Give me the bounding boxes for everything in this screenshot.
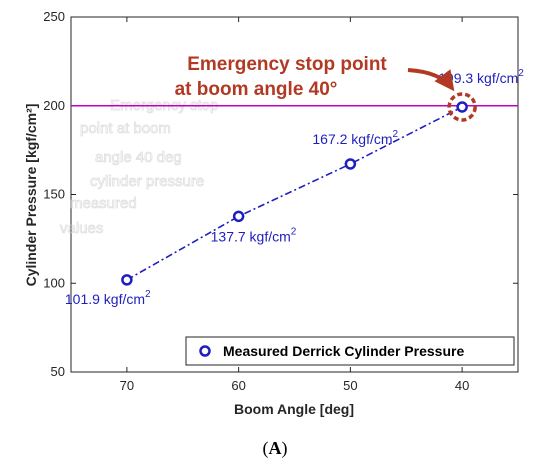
data-point bbox=[456, 101, 468, 113]
svg-text:angle 40 deg: angle 40 deg bbox=[95, 149, 182, 166]
svg-text:measured: measured bbox=[70, 195, 137, 212]
legend-box bbox=[185, 336, 515, 366]
x-tick-label: 50 bbox=[343, 378, 357, 393]
legend: Measured Derrick Cylinder Pressure bbox=[185, 336, 515, 366]
highlight-circle bbox=[447, 92, 477, 122]
annotation-arrow bbox=[407, 68, 455, 92]
annotation-line-1: Emergency stop point bbox=[187, 54, 387, 75]
x-tick-label: 70 bbox=[120, 378, 134, 393]
y-tick-label: 100 bbox=[43, 275, 65, 290]
data-labels: 101.9 kgf/cm2 137.7 kgf/cm2 167.2 kgf/cm2 1… bbox=[65, 68, 524, 307]
data-point bbox=[121, 274, 133, 286]
y-tick-label: 200 bbox=[43, 98, 65, 113]
data-point bbox=[344, 158, 357, 170]
x-tick-label: 60 bbox=[231, 378, 245, 393]
data-point bbox=[232, 210, 245, 223]
svg-text:point at boom: point at boom bbox=[80, 120, 171, 137]
panel-label: (A) bbox=[262, 438, 288, 458]
data-label: 199.3 kgf/cm2 bbox=[438, 68, 524, 86]
chart: Emergency stop point at boom angle 40 de… bbox=[23, 9, 524, 417]
axis-ticks: 70 60 50 40 50 100 150 200 250 bbox=[43, 9, 518, 393]
data-label: 167.2 kgf/cm2 bbox=[312, 129, 398, 147]
y-tick-label: 50 bbox=[51, 364, 65, 379]
annotation: Emergency stop point at boom angle 40° bbox=[175, 54, 477, 122]
data-label: 101.9 kgf/cm2 bbox=[65, 289, 151, 307]
data-label: 137.7 kgf/cm2 bbox=[211, 226, 297, 244]
series-line bbox=[126, 106, 463, 281]
y-tick-label: 150 bbox=[43, 187, 65, 202]
series-layer bbox=[121, 101, 468, 286]
legend-label: Measured Derrick Cylinder Pressure bbox=[223, 343, 464, 359]
panel-letter: A bbox=[268, 438, 282, 458]
x-axis-label: Boom Angle [deg] bbox=[234, 401, 354, 417]
y-axis-label: Cylinder Pressure [kgf/cm²] bbox=[23, 104, 39, 287]
svg-text:cylinder pressure: cylinder pressure bbox=[90, 173, 204, 190]
svg-text:values: values bbox=[60, 220, 103, 237]
legend-marker bbox=[199, 345, 211, 357]
annotation-line-2: at boom angle 40° bbox=[175, 79, 338, 100]
y-tick-label: 250 bbox=[43, 9, 65, 24]
x-tick-label: 40 bbox=[455, 378, 469, 393]
